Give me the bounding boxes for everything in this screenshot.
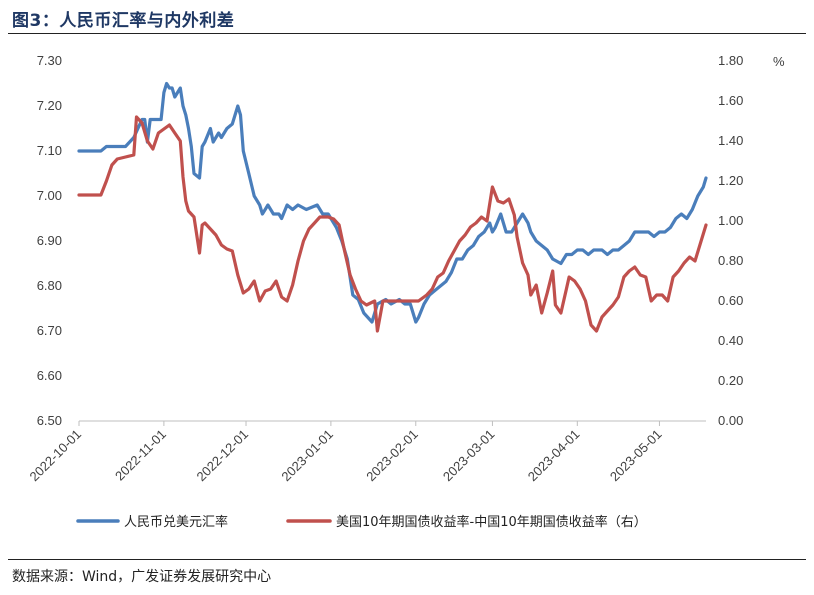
right-tick-label: 0.00 [718, 413, 743, 428]
top-rule [8, 33, 806, 34]
x-tick-label: 2023-02-01 [363, 427, 421, 485]
right-tick-label: 0.20 [718, 373, 743, 388]
left-tick-label: 7.30 [37, 53, 62, 68]
figure-title: 图3：人民币汇率与内外利差 [12, 11, 235, 31]
right-axis-unit: % [773, 54, 785, 69]
x-tick-label: 2023-04-01 [525, 427, 583, 485]
bottom-rule [8, 559, 806, 560]
x-tick-label: 2022-10-01 [26, 427, 84, 485]
left-tick-label: 7.10 [37, 143, 62, 158]
left-tick-label: 6.90 [37, 233, 62, 248]
chart-axes: 6.50 6.60 6.70 6.80 6.90 7.00 7.10 7.20 7.30 0.00… [26, 53, 785, 484]
right-tick-label: 0.80 [718, 253, 743, 268]
chart-series [77, 81, 708, 333]
series-line-usdcny [77, 81, 708, 324]
series-line-yield-spread [77, 115, 708, 333]
right-tick-label: 1.20 [718, 173, 743, 188]
right-tick-label: 1.60 [718, 93, 743, 108]
x-tick-label: 2022-11-01 [112, 427, 169, 484]
right-tick-label: 1.00 [718, 213, 743, 228]
x-tick-label: 2022-12-01 [194, 427, 252, 485]
x-tick-label: 2023-03-01 [440, 427, 498, 485]
left-tick-label: 6.60 [37, 368, 62, 383]
right-tick-label: 1.80 [718, 53, 743, 68]
x-tick-label: 2023-05-01 [607, 427, 665, 485]
left-tick-label: 6.70 [37, 323, 62, 338]
data-source-note: 数据来源：Wind，广发证券发展研究中心 [12, 569, 272, 585]
left-tick-label: 7.00 [37, 188, 62, 203]
left-tick-label: 6.80 [37, 278, 62, 293]
legend-label: 人民币兑美元汇率 [124, 514, 228, 530]
x-tick-label: 2023-01-01 [278, 427, 336, 485]
legend-label: 美国10年期国债收益率-中国10年期国债收益率（右） [336, 514, 647, 530]
chart-legend: 人民币兑美元汇率 美国10年期国债收益率-中国10年期国债收益率（右） [76, 514, 647, 530]
right-tick-label: 0.60 [718, 293, 743, 308]
left-tick-label: 6.50 [37, 413, 62, 428]
left-tick-label: 7.20 [37, 98, 62, 113]
right-tick-label: 1.40 [718, 133, 743, 148]
right-tick-label: 0.40 [718, 333, 743, 348]
